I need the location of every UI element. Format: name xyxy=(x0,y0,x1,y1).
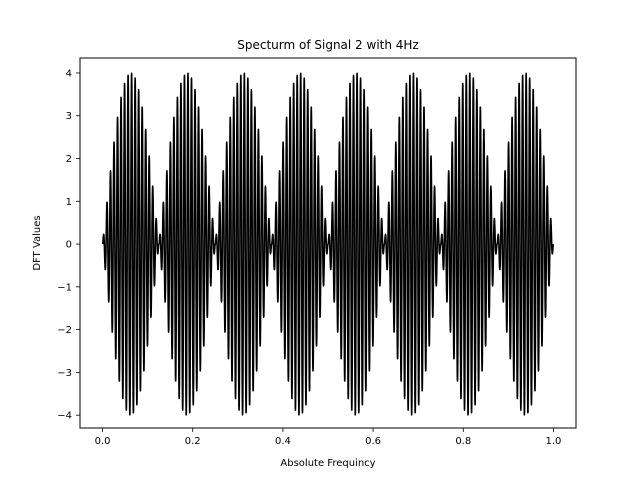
y-tick-label: 4 xyxy=(66,68,72,79)
y-axis-label: DFT Values xyxy=(32,215,43,270)
series-line xyxy=(101,72,555,416)
chart-title: Specturm of Signal 2 with 4Hz xyxy=(237,38,419,52)
plot-area xyxy=(101,72,555,416)
x-tick-label: 0.6 xyxy=(365,436,381,447)
y-tick-label: 3 xyxy=(66,111,72,122)
x-tick-label: 0.2 xyxy=(185,436,201,447)
x-tick-label: 0.8 xyxy=(455,436,471,447)
x-tick-label: 1.0 xyxy=(546,436,562,447)
y-tick-label: −1 xyxy=(57,282,72,293)
y-tick-label: 1 xyxy=(66,197,72,208)
y-tick-label: 2 xyxy=(66,154,72,165)
y-tick-label: 0 xyxy=(66,240,72,251)
y-tick-label: −4 xyxy=(57,411,72,422)
y-tick-label: −3 xyxy=(57,368,72,379)
y-tick-label: −2 xyxy=(57,325,72,336)
plot-frame xyxy=(79,57,577,429)
y-axis: −4 −3 −2 −1 0 1 2 3 4 xyxy=(57,68,80,422)
x-tick-label: 0.4 xyxy=(275,436,291,447)
x-tick-label: 0.0 xyxy=(95,436,111,447)
x-axis-label: Absolute Frequincy xyxy=(280,458,375,469)
x-axis: 0.0 0.2 0.4 0.6 0.8 1.0 xyxy=(95,428,562,447)
